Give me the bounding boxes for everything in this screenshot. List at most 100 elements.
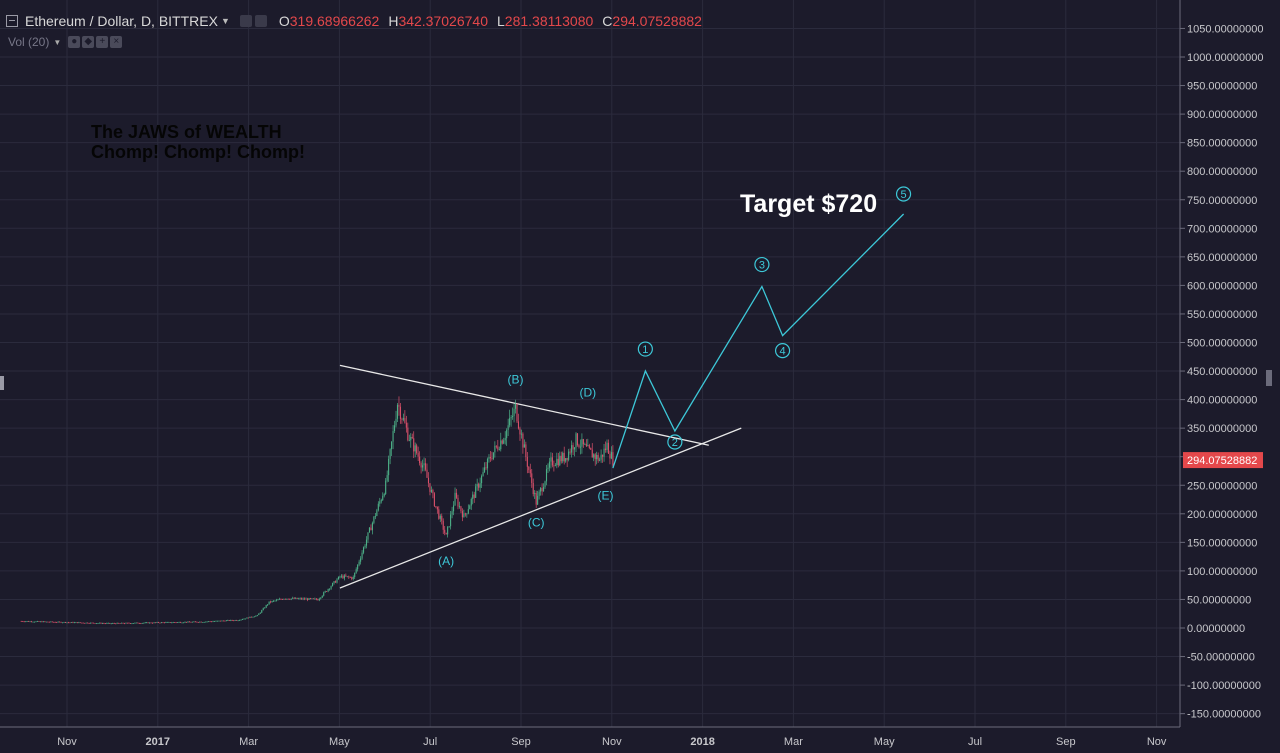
- candle-body: [448, 526, 450, 528]
- y-tick-label: 950.00000000: [1187, 81, 1257, 93]
- candle-body: [587, 445, 589, 447]
- settings-icon[interactable]: [239, 15, 252, 27]
- candle-body: [259, 612, 261, 614]
- y-tick-label: 200.00000000: [1187, 509, 1257, 521]
- candle-body: [503, 440, 505, 444]
- candle-body: [31, 621, 33, 623]
- candle-body: [506, 429, 508, 439]
- candle-body: [94, 623, 96, 624]
- candle-body: [367, 532, 369, 540]
- candle-body: [224, 620, 226, 622]
- chevron-down-icon[interactable]: ▼: [220, 16, 230, 26]
- candle-body: [101, 623, 103, 625]
- chevron-down-icon[interactable]: ▼: [53, 37, 62, 47]
- hide-icon[interactable]: [254, 15, 267, 27]
- time-axis[interactable]: Nov 2017 Mar May Jul Sep Nov 2018 Mar May Jul Sep No…: [0, 376, 1180, 748]
- candle-body: [461, 511, 463, 518]
- candle-body: [315, 598, 317, 600]
- candle-body: [554, 465, 556, 467]
- candle-body: [197, 622, 199, 623]
- candle-body: [154, 622, 157, 624]
- candle-body: [485, 467, 487, 469]
- symbol-title[interactable]: Ethereum / Dollar, D, BITTREX: [25, 13, 218, 29]
- candle-body: [504, 438, 506, 441]
- candle-body: [106, 623, 108, 624]
- candle-body: [581, 439, 583, 447]
- candle-body: [302, 598, 304, 600]
- candle-body: [196, 621, 198, 623]
- candle-body: [405, 422, 407, 428]
- candle-body: [38, 621, 40, 622]
- candle-body: [417, 453, 419, 457]
- eye-icon[interactable]: ●: [68, 36, 81, 48]
- candle-body: [35, 621, 37, 623]
- candle-body: [283, 598, 285, 600]
- triangle-label: (C): [528, 515, 545, 529]
- candle-body: [73, 622, 75, 624]
- plus-icon[interactable]: +: [96, 36, 109, 48]
- y-tick-label: 900.00000000: [1187, 109, 1257, 121]
- candle-body: [26, 621, 28, 622]
- menu-icon[interactable]: [6, 15, 18, 27]
- target-annotation: Target $720: [740, 190, 878, 218]
- candle-body: [588, 445, 590, 448]
- candle-body: [48, 621, 50, 623]
- candle-body: [486, 458, 489, 469]
- candle-body: [391, 441, 393, 450]
- candle-body: [472, 494, 474, 500]
- candle-body: [454, 492, 456, 506]
- gear-icon[interactable]: ◆: [82, 36, 95, 48]
- candle-body: [301, 598, 303, 600]
- chart-note: The JAWS of WEALTH Chomp! Chomp! Chomp!: [91, 122, 305, 162]
- candle-body: [59, 621, 61, 623]
- high-value: 342.37026740: [398, 13, 488, 29]
- candle-body: [576, 433, 579, 446]
- y-tick-label: 800.00000000: [1187, 166, 1257, 178]
- candle-body: [492, 452, 494, 459]
- triangle-trendlines: [339, 364, 742, 589]
- volume-label[interactable]: Vol (20): [8, 35, 50, 49]
- candle-body: [107, 622, 109, 624]
- candle-body: [596, 454, 598, 460]
- y-tick-label: 50.00000000: [1187, 594, 1251, 606]
- candle-body: [326, 591, 328, 592]
- candle-body: [146, 622, 148, 624]
- candle-body: [509, 418, 511, 426]
- candle-body: [514, 404, 517, 409]
- candle-body: [290, 598, 292, 600]
- candle-body: [70, 622, 72, 623]
- candle-body: [424, 463, 427, 470]
- candle-body: [557, 458, 559, 466]
- candle-body: [348, 576, 350, 578]
- candle-body: [256, 615, 258, 616]
- candle-body: [373, 516, 375, 523]
- candle-body: [172, 622, 174, 623]
- candle-body: [152, 622, 154, 624]
- candle-body: [528, 466, 530, 470]
- candle-body: [321, 595, 323, 598]
- x-tick-label: May: [329, 736, 350, 748]
- grid: [0, 0, 1180, 727]
- candle-body: [392, 431, 394, 442]
- last-price-tag: [1183, 452, 1263, 469]
- candle-body: [550, 457, 552, 462]
- candle-body: [212, 621, 214, 623]
- candle-body: [401, 418, 403, 420]
- wave-circle: [637, 341, 653, 357]
- candle-body: [396, 404, 399, 419]
- candle-body: [265, 605, 267, 608]
- price-axis[interactable]: 1050.00000000 1000.00000000 950.00000000 90…: [1179, 0, 1280, 753]
- candle-body: [498, 449, 500, 451]
- candle-body: [432, 490, 434, 494]
- candle-body: [281, 599, 283, 600]
- candle-body: [119, 623, 121, 624]
- candle-body: [258, 613, 260, 616]
- candle-body: [129, 623, 131, 624]
- y-tick-label: 600.00000000: [1187, 280, 1257, 292]
- candle-body: [407, 427, 409, 441]
- candle-body: [227, 620, 229, 621]
- candle-body: [609, 453, 611, 459]
- close-icon[interactable]: ×: [110, 36, 123, 48]
- candle-body: [578, 445, 580, 447]
